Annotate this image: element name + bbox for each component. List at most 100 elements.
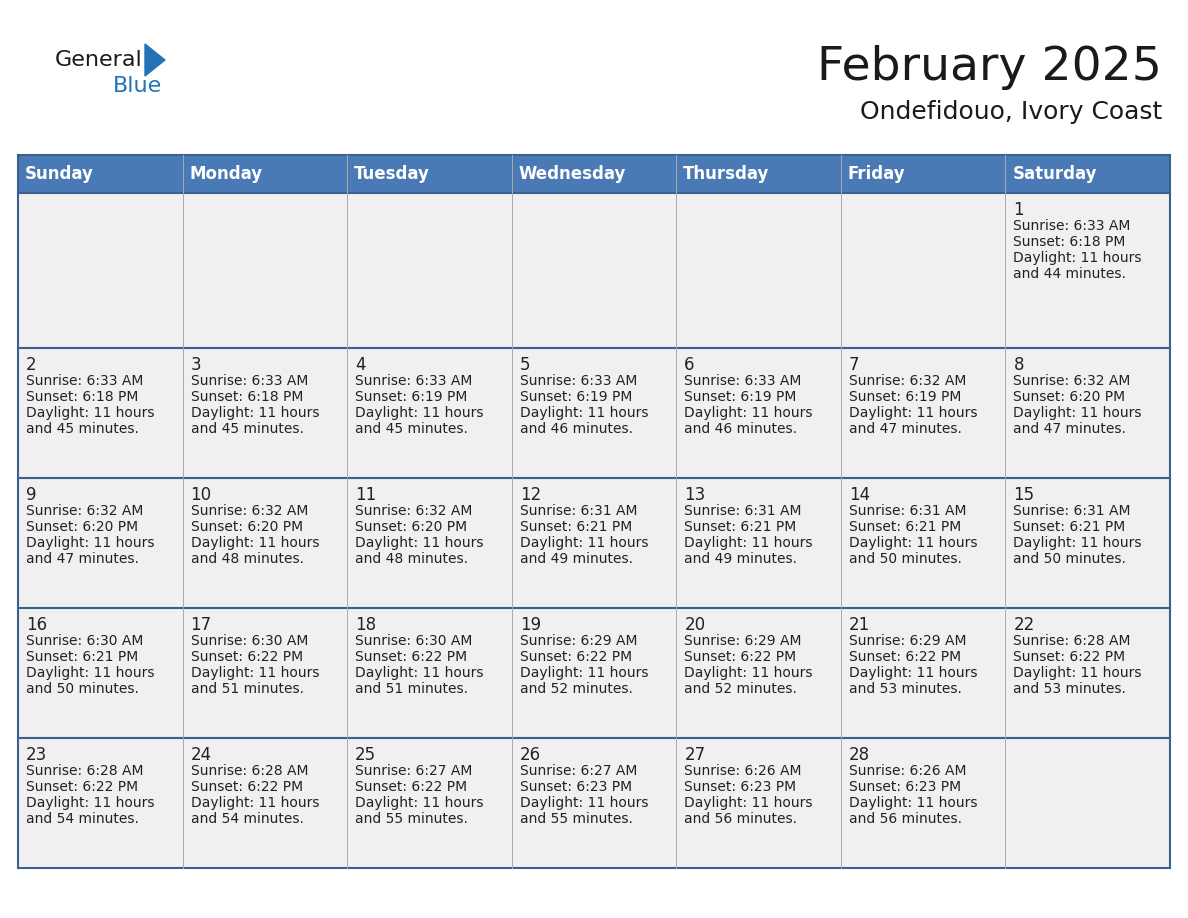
Text: 4: 4 [355,356,366,374]
Text: Sunset: 6:21 PM: Sunset: 6:21 PM [684,520,796,534]
Text: and 55 minutes.: and 55 minutes. [355,812,468,826]
Text: Daylight: 11 hours: Daylight: 11 hours [1013,406,1142,420]
Text: Sunday: Sunday [25,165,94,183]
Bar [183,478,347,608]
Text: and 51 minutes.: and 51 minutes. [355,682,468,696]
Text: Monday: Monday [190,165,263,183]
Text: Sunset: 6:19 PM: Sunset: 6:19 PM [519,390,632,404]
Text: Daylight: 11 hours: Daylight: 11 hours [1013,536,1142,550]
Text: Sunset: 6:22 PM: Sunset: 6:22 PM [190,780,303,794]
Text: Sunset: 6:21 PM: Sunset: 6:21 PM [26,650,138,664]
Text: Blue: Blue [113,76,163,96]
Text: 23: 23 [26,746,48,764]
Text: Daylight: 11 hours: Daylight: 11 hours [26,406,154,420]
Text: and 47 minutes.: and 47 minutes. [849,422,962,436]
Text: and 47 minutes.: and 47 minutes. [1013,422,1126,436]
Text: Daylight: 11 hours: Daylight: 11 hours [519,666,649,680]
Text: Daylight: 11 hours: Daylight: 11 hours [355,666,484,680]
Text: Sunrise: 6:33 AM: Sunrise: 6:33 AM [190,374,308,388]
Text: 11: 11 [355,486,377,504]
Bar [347,193,512,348]
Text: Daylight: 11 hours: Daylight: 11 hours [355,796,484,810]
Text: Daylight: 11 hours: Daylight: 11 hours [190,536,320,550]
Text: Saturday: Saturday [1012,165,1097,183]
Bar [347,738,512,868]
Text: Sunset: 6:19 PM: Sunset: 6:19 PM [849,390,961,404]
Text: Daylight: 11 hours: Daylight: 11 hours [519,536,649,550]
Text: Sunset: 6:23 PM: Sunset: 6:23 PM [849,780,961,794]
Bar [347,348,512,478]
Bar [183,193,347,348]
Text: 17: 17 [190,616,211,634]
Bar [18,348,183,478]
Bar [841,193,1005,348]
Bar [676,348,841,478]
Text: and 48 minutes.: and 48 minutes. [190,552,304,566]
Bar [1005,155,1170,193]
Text: Sunset: 6:22 PM: Sunset: 6:22 PM [355,650,467,664]
Text: Sunset: 6:20 PM: Sunset: 6:20 PM [26,520,138,534]
Text: Sunset: 6:20 PM: Sunset: 6:20 PM [1013,390,1125,404]
Text: 24: 24 [190,746,211,764]
Text: 20: 20 [684,616,706,634]
Bar [1005,738,1170,868]
Text: 26: 26 [519,746,541,764]
Text: Sunset: 6:18 PM: Sunset: 6:18 PM [26,390,138,404]
Text: Daylight: 11 hours: Daylight: 11 hours [849,536,978,550]
Bar [512,155,676,193]
Bar [183,738,347,868]
Text: Sunset: 6:18 PM: Sunset: 6:18 PM [190,390,303,404]
Text: 7: 7 [849,356,859,374]
Text: and 53 minutes.: and 53 minutes. [1013,682,1126,696]
Text: and 54 minutes.: and 54 minutes. [190,812,303,826]
Text: Daylight: 11 hours: Daylight: 11 hours [355,406,484,420]
Text: Sunset: 6:23 PM: Sunset: 6:23 PM [684,780,796,794]
Bar [1005,478,1170,608]
Bar [676,738,841,868]
Text: Sunrise: 6:32 AM: Sunrise: 6:32 AM [849,374,966,388]
Text: Sunrise: 6:28 AM: Sunrise: 6:28 AM [190,764,308,778]
Text: and 50 minutes.: and 50 minutes. [1013,552,1126,566]
Text: Sunrise: 6:28 AM: Sunrise: 6:28 AM [26,764,144,778]
Text: 22: 22 [1013,616,1035,634]
Text: Sunrise: 6:29 AM: Sunrise: 6:29 AM [849,634,966,648]
Text: 10: 10 [190,486,211,504]
Text: and 52 minutes.: and 52 minutes. [684,682,797,696]
Text: and 49 minutes.: and 49 minutes. [684,552,797,566]
Text: 28: 28 [849,746,870,764]
Bar [347,155,512,193]
Bar [841,738,1005,868]
Text: Daylight: 11 hours: Daylight: 11 hours [190,796,320,810]
Text: Sunset: 6:23 PM: Sunset: 6:23 PM [519,780,632,794]
Text: Sunrise: 6:31 AM: Sunrise: 6:31 AM [1013,504,1131,518]
Text: Daylight: 11 hours: Daylight: 11 hours [849,666,978,680]
Text: Daylight: 11 hours: Daylight: 11 hours [26,796,154,810]
Bar [841,348,1005,478]
Text: Daylight: 11 hours: Daylight: 11 hours [849,796,978,810]
Text: Daylight: 11 hours: Daylight: 11 hours [190,406,320,420]
Text: Sunset: 6:22 PM: Sunset: 6:22 PM [1013,650,1125,664]
Text: 18: 18 [355,616,377,634]
Text: Sunset: 6:21 PM: Sunset: 6:21 PM [1013,520,1126,534]
Bar [18,478,183,608]
Text: and 56 minutes.: and 56 minutes. [684,812,797,826]
Bar [841,478,1005,608]
Bar [183,348,347,478]
Text: Thursday: Thursday [683,165,770,183]
Text: Daylight: 11 hours: Daylight: 11 hours [684,796,813,810]
Bar [183,155,347,193]
Bar [841,155,1005,193]
Text: 5: 5 [519,356,530,374]
Bar [512,608,676,738]
Text: 25: 25 [355,746,377,764]
Bar [18,193,183,348]
Bar [676,155,841,193]
Text: Sunrise: 6:31 AM: Sunrise: 6:31 AM [849,504,966,518]
Bar [512,193,676,348]
Bar [512,478,676,608]
Text: Sunrise: 6:29 AM: Sunrise: 6:29 AM [684,634,802,648]
Text: 16: 16 [26,616,48,634]
Text: and 56 minutes.: and 56 minutes. [849,812,962,826]
Polygon shape [145,44,165,76]
Text: Sunrise: 6:33 AM: Sunrise: 6:33 AM [519,374,637,388]
